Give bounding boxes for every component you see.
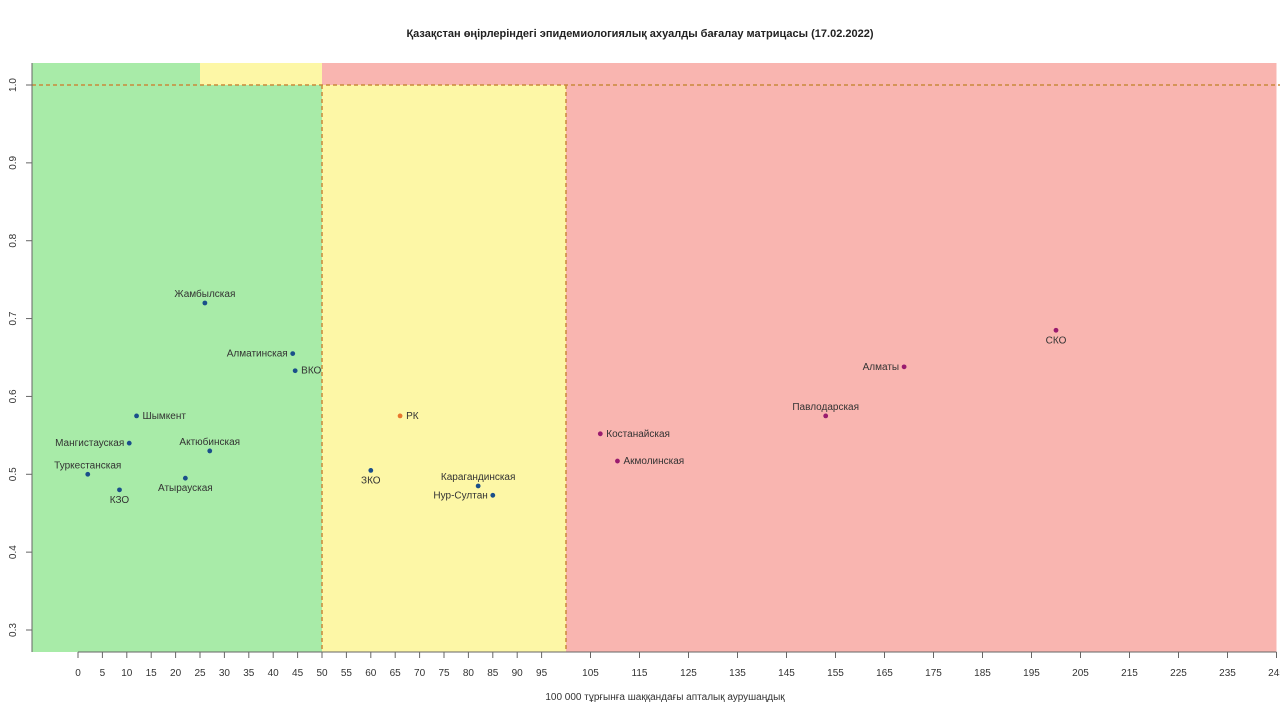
data-point: [290, 351, 296, 357]
data-point-label: РК: [406, 411, 419, 422]
data-point: [597, 431, 603, 437]
data-points: Жамбылская Алматинская ВКО Шымкент Мангистау…: [54, 288, 1066, 506]
x-tick-label: 185: [974, 668, 991, 679]
data-point-label: Карагандинская: [441, 472, 516, 483]
data-point-label: СКО: [1046, 335, 1067, 346]
x-tick-label: 65: [390, 668, 402, 679]
x-tick-label: 225: [1170, 668, 1187, 679]
chart-title: Қазақстан өңірлеріндегі эпидемиологиялық…: [406, 28, 874, 40]
data-point-label: Атырауская: [158, 483, 213, 494]
data-point: [85, 471, 91, 477]
data-point-label: ЗКО: [361, 475, 381, 486]
x-tick-label: 60: [365, 668, 377, 679]
axes: 0 5 10 15 20 25 30 35 40 45 50 55 60 65 70 75 80 85 90 95 10…: [8, 63, 1280, 679]
data-point: [901, 364, 907, 370]
x-tick-label: 35: [243, 668, 255, 679]
x-tick-label: 145: [778, 668, 795, 679]
y-tick-label: 0.9: [8, 155, 19, 169]
data-point-label: Мангистауская: [55, 438, 124, 449]
data-point: [1053, 327, 1059, 333]
x-axis-label: 100 000 тұрғынға шаққандағы апталық ауру…: [545, 692, 785, 703]
x-tick-label: 95: [536, 668, 548, 679]
data-point-label: Костанайская: [606, 429, 670, 440]
x-tick-label: 155: [827, 668, 844, 679]
x-tick-label: 10: [121, 668, 133, 679]
x-tick-label: 90: [512, 668, 524, 679]
data-point: [615, 458, 620, 464]
x-tick-label: 135: [729, 668, 746, 679]
x-tick-label: 5: [100, 668, 106, 679]
data-point: [397, 413, 403, 419]
zone-top-green: [32, 63, 200, 85]
y-tick-label: 0.7: [8, 311, 19, 325]
x-tick-label: 195: [1023, 668, 1040, 679]
data-point: [202, 300, 208, 306]
x-tick-label: 25: [194, 668, 206, 679]
zone-yellow: [322, 85, 566, 652]
data-point: [134, 413, 139, 419]
y-tick-label: 0.8: [8, 233, 19, 247]
x-tick-label: 75: [438, 668, 450, 679]
data-point-label: Алматинская: [227, 349, 288, 360]
risk-zones: [32, 63, 1277, 652]
x-tick-label: 235: [1219, 668, 1236, 679]
threshold-lines: [32, 84, 1280, 652]
data-point: [490, 492, 496, 498]
data-point-label: Туркестанская: [54, 460, 121, 471]
x-tick-label: 40: [268, 668, 280, 679]
x-tick-label: 115: [632, 668, 648, 679]
x-tick-label: 50: [316, 668, 328, 679]
x-tick-label: 20: [170, 668, 182, 679]
x-tick-label: 175: [925, 668, 942, 679]
data-point-label: Акмолинская: [623, 456, 684, 467]
data-point-label: КЗО: [110, 495, 130, 506]
data-point-label: Шымкент: [143, 411, 187, 422]
x-tick-label: 205: [1072, 668, 1089, 679]
data-point: [292, 368, 298, 374]
data-point-label: Жамбылская: [174, 288, 235, 300]
data-point: [126, 440, 132, 446]
x-tick-label: 30: [219, 668, 231, 679]
data-point-label: Павлодарская: [792, 402, 859, 413]
x-tick-label: 245: [1268, 668, 1280, 679]
y-tick-label: 1.0: [8, 78, 19, 92]
x-tick-label: 15: [146, 668, 158, 679]
zone-top-yellow: [200, 63, 322, 85]
data-point: [117, 487, 122, 493]
x-tick-label: 0: [75, 668, 81, 679]
y-tick-label: 0.3: [8, 623, 19, 637]
x-tick-label: 55: [341, 668, 353, 679]
zone-red: [566, 85, 1277, 652]
data-point: [182, 475, 188, 481]
x-tick-label: 45: [292, 668, 304, 679]
data-point: [368, 467, 374, 473]
y-tick-label: 0.6: [8, 389, 19, 403]
data-point-label: Алматы: [863, 362, 900, 373]
x-tick-label: 70: [414, 668, 426, 679]
data-point-label: ВКО: [301, 366, 321, 377]
x-tick-label: 125: [680, 668, 697, 679]
data-point: [475, 483, 481, 489]
zone-top-red: [322, 63, 1277, 85]
x-tick-label: 80: [463, 668, 475, 679]
zone-green: [32, 85, 322, 652]
y-tick-label: 0.5: [8, 467, 19, 481]
data-point-label: Нур-Султан: [433, 490, 487, 501]
data-point: [207, 448, 213, 454]
x-tick-label: 85: [487, 668, 499, 679]
y-tick-label: 0.4: [8, 545, 19, 559]
data-point: [823, 413, 829, 419]
x-tick-label: 215: [1121, 668, 1138, 679]
x-tick-label: 165: [876, 668, 893, 679]
x-tick-label: 105: [582, 668, 599, 679]
data-point-label: Актюбинская: [179, 436, 240, 448]
